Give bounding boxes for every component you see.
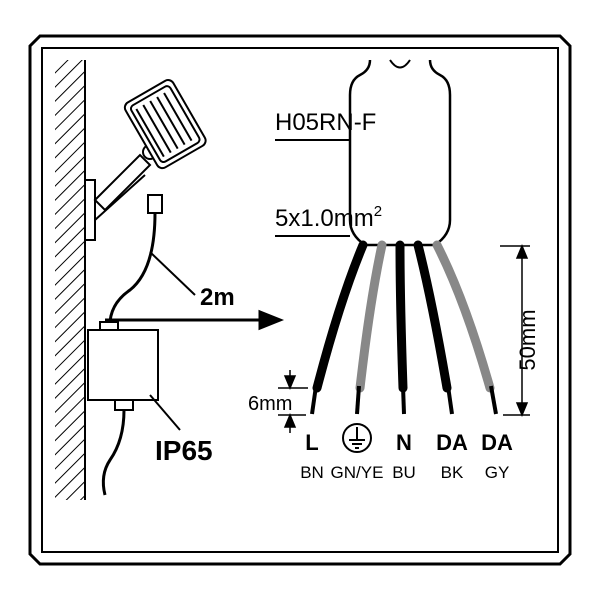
conductor-5-tip [491,386,496,414]
label-cable-length: 2m [200,284,235,311]
conductor-2-tip [357,386,359,414]
cable-detail: H05RN-F 5x1.0mm2 50mm [248,60,540,482]
box-output-cable [103,410,124,495]
junction-box [88,322,158,410]
label-strip-total: 50mm [515,309,540,370]
svg-text:L: L [305,430,318,455]
label-cable-spec: 5x1.0mm2 [275,203,382,232]
svg-text:DA: DA [481,430,513,455]
label-ip-rating: IP65 [155,435,213,466]
label-strip-tip: 6mm [248,393,292,415]
diagram-container: 2m IP65 H05RN-F 5x1.0mm2 [0,0,600,600]
arrow-to-detail [105,312,280,328]
svg-text:BU: BU [392,463,416,482]
leader-ip65 [150,395,180,430]
lamp-cable [110,213,155,330]
conductor-labels: L N DA DA [305,424,513,455]
conductor-3-tip [403,386,404,414]
svg-text:N: N [396,430,412,455]
svg-text:GN/YE: GN/YE [331,463,384,482]
svg-text:GY: GY [485,463,510,482]
conductor-3-insulation [400,245,403,388]
label-cable-type: H05RN-F [275,109,376,136]
svg-text:BK: BK [441,463,464,482]
floodlight [85,78,208,240]
conductor-1-insulation [317,245,363,388]
conductor-color-codes: BN GN/YE BU BK GY [300,463,509,482]
wall-hatch [55,60,85,500]
conductor-2-insulation [360,245,382,388]
conductor-4-tip [448,386,452,414]
svg-text:BN: BN [300,463,324,482]
leader-2m [150,252,195,295]
wiring-diagram-svg: 2m IP65 H05RN-F 5x1.0mm2 [0,0,600,600]
svg-text:DA: DA [436,430,468,455]
conductor-1-tip [312,386,316,414]
ground-symbol [343,424,371,452]
